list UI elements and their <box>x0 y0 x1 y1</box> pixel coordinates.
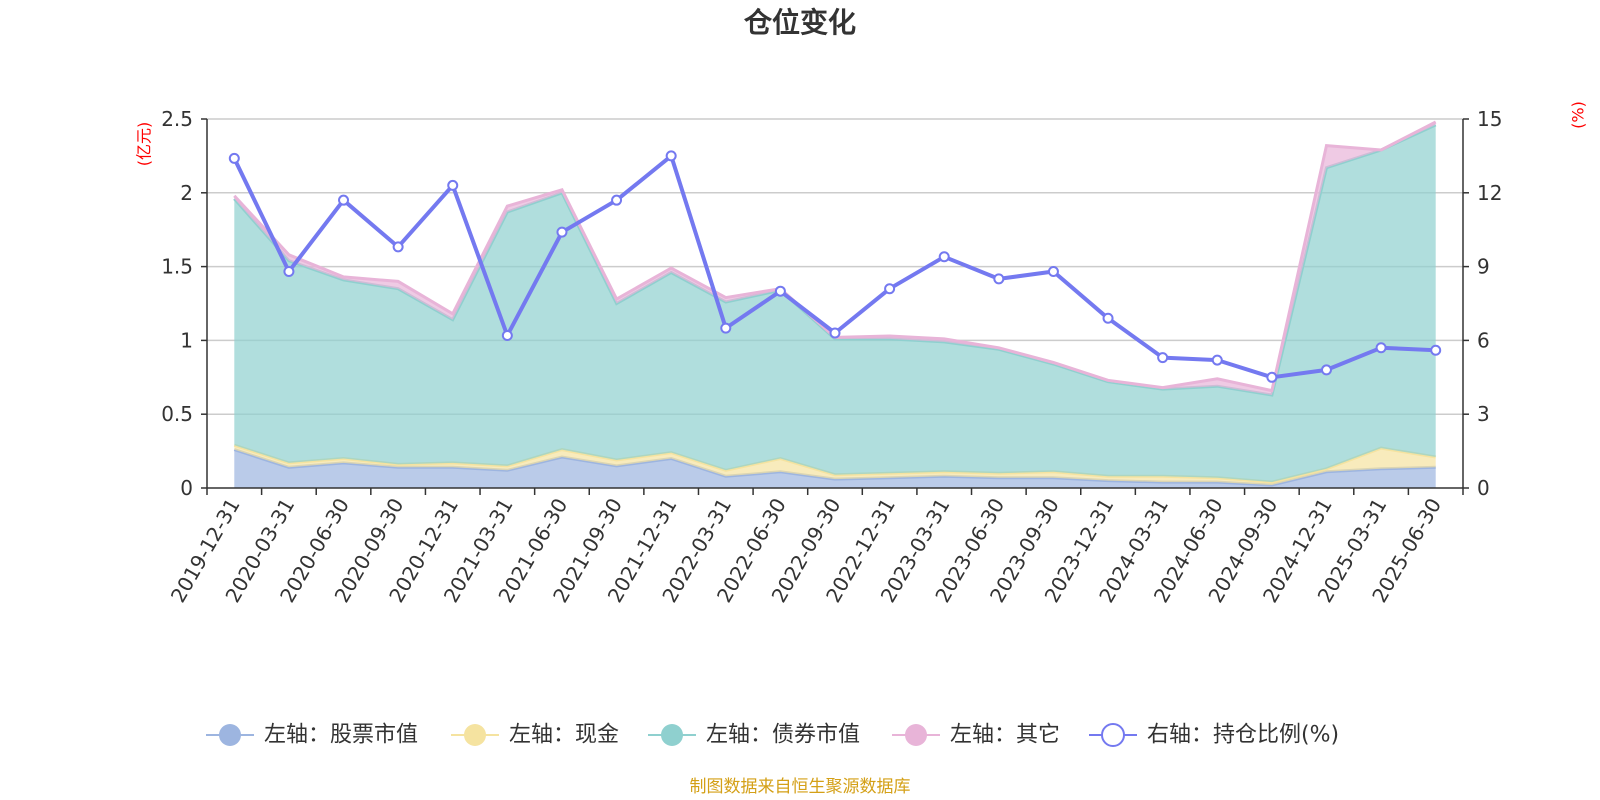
ratio-point <box>829 327 841 339</box>
legend-marker-2 <box>464 724 486 746</box>
ratio-point <box>611 194 623 206</box>
ratio-point <box>228 152 240 164</box>
ratio-point <box>447 179 459 191</box>
ratio-point <box>501 329 513 341</box>
ratio-point <box>1102 312 1114 324</box>
area-series-1 <box>234 449 1436 488</box>
ratio-point <box>1430 344 1442 356</box>
ratio-point <box>1266 371 1278 383</box>
left-axis-tick-label: 1.5 <box>161 255 193 279</box>
legend-marker-4 <box>905 724 927 746</box>
legend-label-5: 右轴：持仓比例(%) <box>1147 723 1339 748</box>
left-axis-tick-label: 0.5 <box>161 402 193 426</box>
data-source-note: 制图数据来自恒生聚源数据库 <box>690 777 911 797</box>
ratio-point <box>392 241 404 253</box>
stacked-areas <box>233 120 1437 488</box>
ratio-point <box>774 285 786 297</box>
right-axis-tick-label: 12 <box>1477 181 1502 205</box>
legend-marker-3 <box>661 724 683 746</box>
ratio-point <box>720 322 732 334</box>
ratio-point <box>665 150 677 162</box>
ratio-point <box>1047 266 1059 278</box>
legend: 左轴：股票市值 左轴：现金 左轴：债券市值 左轴：其它 右轴：持仓比例(%) <box>206 723 1339 748</box>
ratio-point <box>1211 354 1223 366</box>
ratio-point <box>993 273 1005 285</box>
legend-marker-1 <box>219 724 241 746</box>
right-axis-tick-label: 0 <box>1477 476 1490 500</box>
left-axis-tick-label: 2 <box>180 181 193 205</box>
left-axis-tick-label: 0 <box>180 476 193 500</box>
ratio-point <box>556 226 568 238</box>
legend-label-4: 左轴：其它 <box>950 723 1060 748</box>
legend-marker-5 <box>1101 723 1125 747</box>
right-axis-tick-label: 6 <box>1477 328 1490 352</box>
ratio-line <box>228 150 1442 383</box>
left-axis-tick-label: 2.5 <box>161 107 193 131</box>
ratio-point <box>938 251 950 263</box>
ratio-point <box>338 194 350 206</box>
ratio-point <box>1157 352 1169 364</box>
ratio-point <box>884 283 896 295</box>
right-axis-tick-label: 15 <box>1477 107 1502 131</box>
ratio-point <box>1375 342 1387 354</box>
left-axis-tick-label: 1 <box>180 328 193 352</box>
area-series-3 <box>234 124 1436 483</box>
legend-label-3: 左轴：债券市值 <box>706 723 860 748</box>
chart-title: 仓位变化 <box>744 6 856 39</box>
ratio-point <box>1320 364 1332 376</box>
legend-label-1: 左轴：股票市值 <box>264 723 418 748</box>
left-axis-unit: (亿元) <box>135 122 154 167</box>
legend-label-2: 左轴：现金 <box>509 723 619 748</box>
right-axis-unit: (%) <box>1569 101 1588 129</box>
ratio-point <box>283 266 295 278</box>
right-axis-tick-label: 3 <box>1477 402 1490 426</box>
right-axis-tick-label: 9 <box>1477 255 1490 279</box>
